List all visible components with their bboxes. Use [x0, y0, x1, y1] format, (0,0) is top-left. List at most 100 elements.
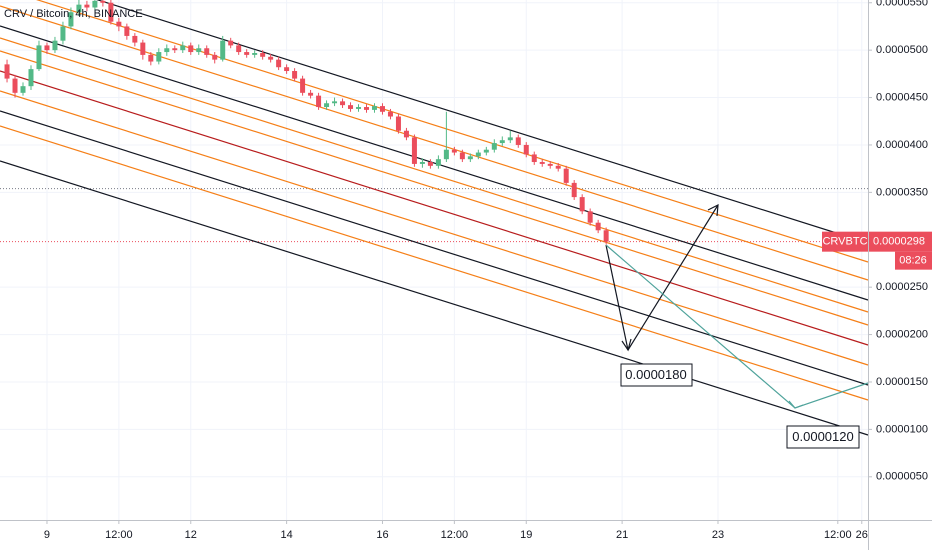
symbol-tag: [822, 231, 868, 252]
x-tick-label: 19: [520, 529, 532, 541]
candle-body: [475, 152, 481, 157]
channel-line: [0, 37, 869, 313]
time-axis: [0, 520, 868, 550]
y-tick-label: 0.0000350: [876, 186, 928, 198]
candle-body: [467, 156, 473, 160]
candle-body: [132, 35, 138, 43]
candle-body: [236, 45, 242, 53]
arrow: [605, 244, 629, 351]
channel-line: [96, 0, 869, 244]
candle-body: [395, 116, 401, 131]
candle-body: [92, 0, 98, 8]
price-tag: [869, 231, 932, 252]
candle-body: [531, 154, 537, 163]
price-label: 0.0000298: [873, 236, 925, 248]
x-tick-label: 12:00: [441, 529, 469, 541]
candle-body: [204, 48, 210, 55]
candle-body: [276, 59, 282, 68]
candle-body: [579, 197, 585, 212]
candle-body: [427, 162, 433, 166]
candle-body: [68, 12, 74, 27]
arrow-head: [707, 203, 719, 217]
overlay: 0.0000180 0.0000120: [605, 203, 869, 449]
candle-body: [12, 78, 18, 93]
candle-body: [156, 52, 162, 62]
chart-title: CRV / Bitcoin, 4h, BINANCE: [4, 8, 143, 20]
candle-body: [284, 67, 290, 72]
annotation-label: 0.0000120: [792, 429, 853, 444]
candle-body: [587, 211, 593, 223]
y-tick-label: 0.0000150: [876, 376, 928, 388]
candle-body: [515, 137, 521, 145]
candle-body: [244, 52, 250, 55]
candle-body: [332, 101, 338, 104]
candle-body: [419, 162, 425, 164]
candle-body: [324, 103, 330, 108]
channel-line: [0, 90, 869, 366]
x-tick-label: 26: [856, 529, 868, 541]
channel-line: [0, 125, 869, 401]
channel-line: [0, 110, 869, 386]
countdown-label: 08:26: [899, 255, 927, 267]
arrow-head: [788, 400, 804, 409]
candle-body: [356, 107, 362, 109]
y-tick-label: 0.0000250: [876, 281, 928, 293]
candle-body: [228, 40, 234, 46]
candle-body: [300, 78, 306, 93]
candle-body: [547, 163, 553, 166]
candle-body: [36, 45, 42, 70]
candle-body: [180, 45, 186, 51]
candle-body: [28, 69, 34, 87]
candle-body: [52, 40, 58, 51]
candle-body: [260, 52, 266, 57]
candle-body: [292, 71, 298, 79]
annotation-label: 0.0000180: [625, 367, 686, 382]
candle-body: [371, 106, 377, 110]
candle-body: [563, 168, 569, 183]
x-tick-label: 12:00: [824, 529, 852, 541]
candle-body: [411, 137, 417, 164]
candle-body: [108, 2, 114, 22]
x-tick-label: 12: [185, 529, 197, 541]
y-tick-label: 0.0000050: [876, 471, 928, 483]
candle-body: [20, 86, 26, 93]
candle-body: [164, 48, 170, 53]
drawings: [0, 0, 869, 436]
candle-body: [443, 149, 449, 160]
annotation-box: [786, 425, 860, 449]
candle-body: [196, 48, 202, 53]
x-tick-label: 12:00: [105, 529, 133, 541]
candle-body: [499, 140, 505, 144]
candle-body: [595, 222, 601, 231]
candle-body: [539, 162, 545, 164]
candle-body: [435, 159, 441, 166]
axes: 0.0000550 0.0000500 0.0000450 0.0000400 0.00…: [44, 0, 932, 541]
candle-body: [44, 45, 50, 51]
candle-body: [316, 95, 322, 108]
candle-body: [100, 0, 106, 3]
y-tick-label: 0.0000200: [876, 328, 928, 340]
candle-body: [603, 230, 609, 242]
symbol-label: CRVBTC: [822, 236, 867, 248]
candle-body: [491, 143, 497, 150]
candle-body: [387, 111, 393, 117]
candle-body: [148, 54, 154, 62]
candle-body: [403, 130, 409, 138]
y-tick-label: 0.0000450: [876, 91, 928, 103]
x-tick-label: 21: [616, 529, 628, 541]
channel-line: [0, 25, 869, 301]
channel-line: [0, 70, 869, 346]
candle-body: [4, 64, 10, 79]
candles: [4, 0, 609, 245]
candle-body: [60, 26, 66, 41]
y-tick-label: 0.0000400: [876, 139, 928, 151]
y-tick-label: 0.0000500: [876, 44, 928, 56]
channel-line: [0, 160, 869, 436]
candle-body: [523, 144, 529, 155]
candle-body: [340, 101, 346, 106]
candle-body: [571, 182, 577, 198]
candle-body: [507, 137, 513, 141]
y-tick-label: 0.0000550: [876, 0, 928, 9]
